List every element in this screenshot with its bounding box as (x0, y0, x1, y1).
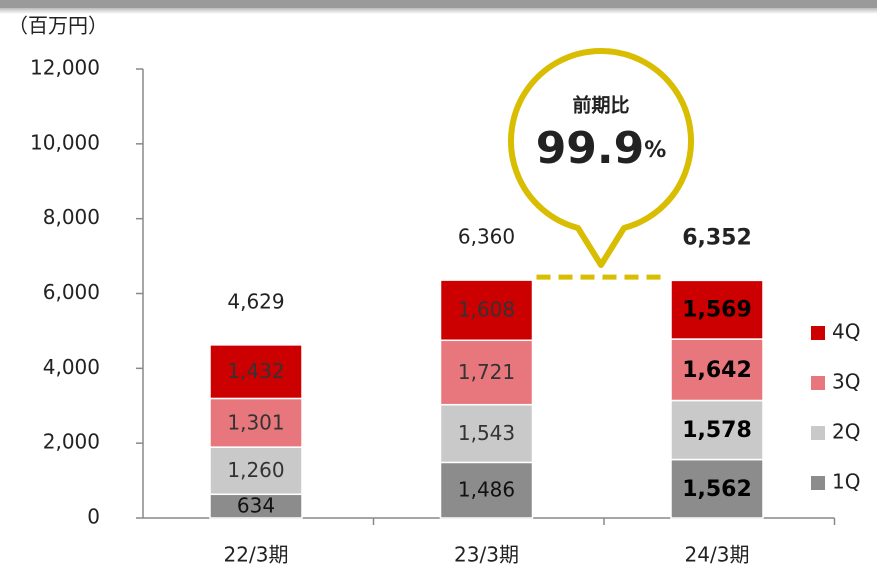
segment-label: 1,608 (458, 298, 515, 322)
segment-label: 1,642 (682, 358, 752, 383)
y-tick-label: 2,000 (43, 430, 100, 454)
callout-text: 99.9% (536, 123, 667, 174)
top-band (0, 0, 877, 8)
segment-label: 1,301 (227, 410, 284, 434)
y-axis-label: （百万円） (8, 14, 108, 38)
bar-segment (670, 399, 764, 461)
segment-label: 634 (237, 494, 275, 518)
callout-unit: % (644, 138, 666, 163)
bar-segment (209, 344, 303, 400)
legend-label: 1Q (832, 470, 860, 494)
legend-label: 4Q (832, 320, 860, 344)
y-tick-label: 6,000 (43, 280, 100, 304)
total-label: 6,360 (458, 225, 515, 249)
total-label: 6,352 (682, 225, 752, 250)
legend-swatch (811, 426, 825, 440)
callout: 前期比 99.9% (508, 47, 694, 268)
callout-bubble (508, 47, 694, 268)
y-tick-label: 12,000 (30, 56, 100, 80)
y-tick-label: 10,000 (30, 130, 100, 154)
legend-swatch (811, 376, 825, 390)
segment-label: 1,721 (458, 360, 515, 384)
segment-label: 1,432 (227, 359, 284, 383)
segment-label: 1,543 (458, 421, 515, 445)
legend-label: 3Q (832, 370, 860, 394)
bar-segment (439, 279, 534, 342)
bar-segment (670, 338, 764, 402)
legend-swatch (811, 326, 825, 340)
callout-title: 前期比 (572, 94, 629, 117)
bar-segment (439, 461, 534, 519)
legend-swatch (811, 476, 825, 490)
y-tick-label: 8,000 (43, 205, 100, 229)
segment-label: 1,562 (682, 477, 752, 502)
segment-label: 1,569 (682, 298, 752, 323)
x-tick-label: 22/3期 (224, 543, 289, 567)
total-label: 4,629 (227, 289, 284, 313)
segment-label: 1,260 (227, 458, 284, 482)
bar-segment (439, 403, 534, 464)
segment-label: 1,486 (458, 478, 515, 502)
bar-segment (670, 279, 764, 340)
y-tick-label: 4,000 (43, 355, 100, 379)
callout-value: 99.9 (536, 123, 645, 174)
bar-segment (670, 458, 764, 519)
x-tick-label: 24/3期 (685, 543, 750, 567)
bar-segment (439, 339, 534, 406)
legend-label: 2Q (832, 420, 860, 444)
top-shadow (0, 8, 877, 14)
y-tick-label: 0 (87, 505, 100, 529)
segment-label: 1,578 (682, 418, 752, 443)
x-tick-label: 23/3期 (454, 543, 519, 567)
